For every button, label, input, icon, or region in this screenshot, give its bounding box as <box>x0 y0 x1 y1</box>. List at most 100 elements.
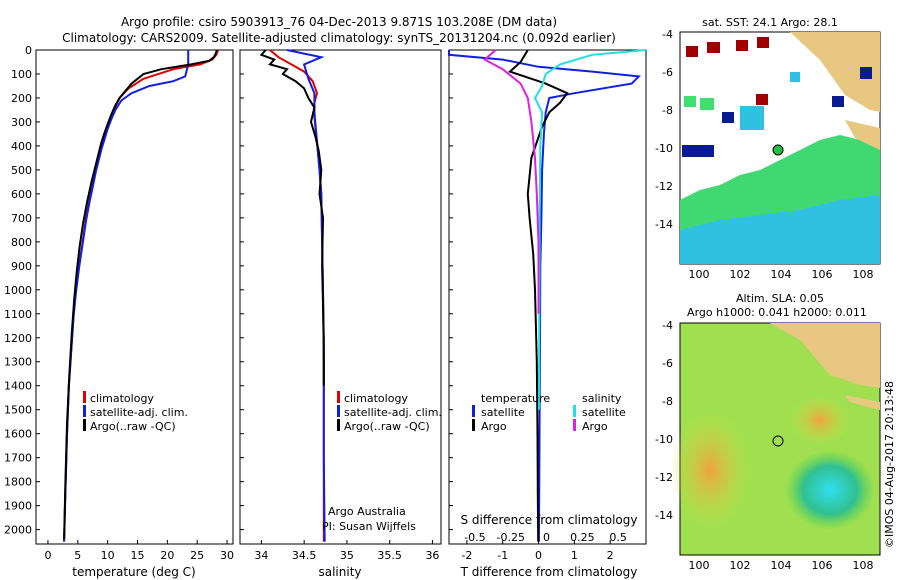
y-tick-label: 1200 <box>4 332 32 345</box>
map-ticks: -4 -6 -8 -10 -12 -14 100 102 104 106 108 -4 -6 -8 -10 -… <box>655 28 873 572</box>
imos-credit: ©IMOS 04-Aug-2017 20:13:48 <box>883 381 896 548</box>
x-tick-label-top: 0.25 <box>570 531 595 544</box>
map-y-tick-label: -14 <box>655 509 673 522</box>
map-y-tick-label: -8 <box>662 395 673 408</box>
x-tick-label: 5 <box>74 549 81 562</box>
series-line-0 <box>63 49 220 542</box>
sla-warm-anomaly <box>670 410 750 530</box>
y-tick-label: 0 <box>25 44 32 57</box>
sst-pixel <box>736 40 748 51</box>
y-tick-label: 100 <box>11 68 32 81</box>
map-y-tick-label: -4 <box>662 28 673 41</box>
map-y-tick-label: -6 <box>662 357 673 370</box>
y-tick-label: 1400 <box>4 380 32 393</box>
sla-land-sumatra <box>770 323 880 388</box>
sla-map <box>670 322 881 556</box>
legend-label-t-satellite: satellite <box>481 406 525 419</box>
difference-xlabel-top: S difference from climatology <box>461 513 638 527</box>
x-tick-label: 36 <box>425 549 439 562</box>
legend-title-temperature: temperature <box>481 392 550 405</box>
sst-land-java <box>845 120 880 150</box>
series-line-3 <box>483 49 540 314</box>
series-line-2 <box>63 49 218 540</box>
sst-pixel <box>756 94 768 105</box>
salinity-chart: 34 34.5 35 35.5 36 <box>240 49 439 562</box>
sst-pixel <box>757 37 769 48</box>
temperature-legend: climatology satellite-adj. clim. Argo(..… <box>83 391 188 433</box>
y-tick-label: 400 <box>11 140 32 153</box>
legend-swatch-s-argo <box>573 419 576 431</box>
sst-pixel <box>860 67 872 79</box>
annotation-argo-australia: Argo Australia <box>328 505 406 518</box>
legend-label-climatology: climatology <box>344 392 408 405</box>
y-tick-label: 500 <box>11 164 32 177</box>
sst-ocean-field-cool <box>680 195 880 264</box>
legend-label-argo: Argo(..raw -QC) <box>90 420 176 433</box>
legend-title-salinity: salinity <box>582 392 622 405</box>
map-x-tick-label: 106 <box>812 559 833 572</box>
sst-pixel <box>684 96 696 107</box>
legend-swatch-t-argo <box>472 419 475 431</box>
legend-swatch-argo <box>83 419 86 431</box>
difference-chart: -2 -1 0 1 2 -0.5 -0.25 0 0.25 0.5 <box>448 49 647 562</box>
map-x-tick-label: 100 <box>689 268 710 281</box>
legend-label-s-satellite: satellite <box>582 406 626 419</box>
legend-swatch-climatology <box>83 391 86 403</box>
annotation-pi: PI: Susan Wijffels <box>322 520 416 533</box>
x-tick-label: 0 <box>44 549 51 562</box>
sla-map-title-line1: Altim. SLA: 0.05 <box>736 292 824 305</box>
difference-legend: temperature satellite Argo salinity sate… <box>472 392 626 433</box>
sst-pixel <box>707 42 720 53</box>
legend-label-climatology: climatology <box>90 392 154 405</box>
y-tick-label: 1700 <box>4 452 32 465</box>
map-y-tick-label: -14 <box>655 218 673 231</box>
x-tick-label-top: 0.5 <box>609 531 627 544</box>
sst-pixel <box>740 106 764 130</box>
legend-swatch-satellite <box>337 405 340 417</box>
map-x-tick-label: 102 <box>730 559 751 572</box>
x-tick-label-top: -0.5 <box>464 531 485 544</box>
salinity-panel-frame <box>239 49 442 545</box>
series-line-1 <box>286 49 326 542</box>
map-x-tick-label: 104 <box>771 559 792 572</box>
sst-map <box>679 31 881 265</box>
salinity-xlabel: salinity <box>318 565 361 579</box>
legend-label-satellite: satellite-adj. clim. <box>90 406 188 419</box>
temperature-xlabel: temperature (deg C) <box>72 565 195 579</box>
sst-pixel <box>722 112 734 123</box>
x-tick-label: 30 <box>220 549 234 562</box>
legend-swatch-t-satellite <box>472 405 475 417</box>
y-tick-label: 1100 <box>4 308 32 321</box>
temperature-chart: 0100200300400500600700800900100011001200… <box>4 44 234 562</box>
legend-label-satellite: satellite-adj. clim. <box>344 406 442 419</box>
legend-swatch-climatology <box>337 391 340 403</box>
x-tick-label: 20 <box>160 549 174 562</box>
sst-argo-location-marker <box>772 144 784 156</box>
y-tick-label: 300 <box>11 116 32 129</box>
map-x-tick-label: 102 <box>730 268 751 281</box>
temperature-panel-frame <box>35 49 234 545</box>
figure-title-line1: Argo profile: csiro 5903913_76 04-Dec-20… <box>121 15 557 29</box>
y-tick-label: 2000 <box>4 524 32 537</box>
map-y-tick-label: -10 <box>655 142 673 155</box>
map-x-tick-label: 104 <box>771 268 792 281</box>
map-x-tick-label: 100 <box>689 559 710 572</box>
map-x-tick-label: 108 <box>853 268 874 281</box>
legend-swatch-argo <box>337 419 340 431</box>
sla-map-title-line2: Argo h1000: 0.041 h2000: 0.011 <box>687 306 867 319</box>
y-tick-label: 700 <box>11 212 32 225</box>
sla-cold-eddy <box>785 450 875 530</box>
y-tick-label: 900 <box>11 260 32 273</box>
map-y-tick-label: -6 <box>662 66 673 79</box>
sst-pixel <box>682 145 714 157</box>
x-tick-label: -2 <box>461 549 472 562</box>
y-tick-label: 800 <box>11 236 32 249</box>
legend-swatch-s-satellite <box>573 405 576 417</box>
x-tick-label: 2 <box>607 549 614 562</box>
x-tick-label: 0 <box>535 549 542 562</box>
difference-panel-frame <box>448 49 647 545</box>
map-x-tick-label: 108 <box>853 559 874 572</box>
sst-map-title: sat. SST: 24.1 Argo: 28.1 <box>702 16 838 29</box>
x-tick-label-top: 0 <box>543 531 550 544</box>
